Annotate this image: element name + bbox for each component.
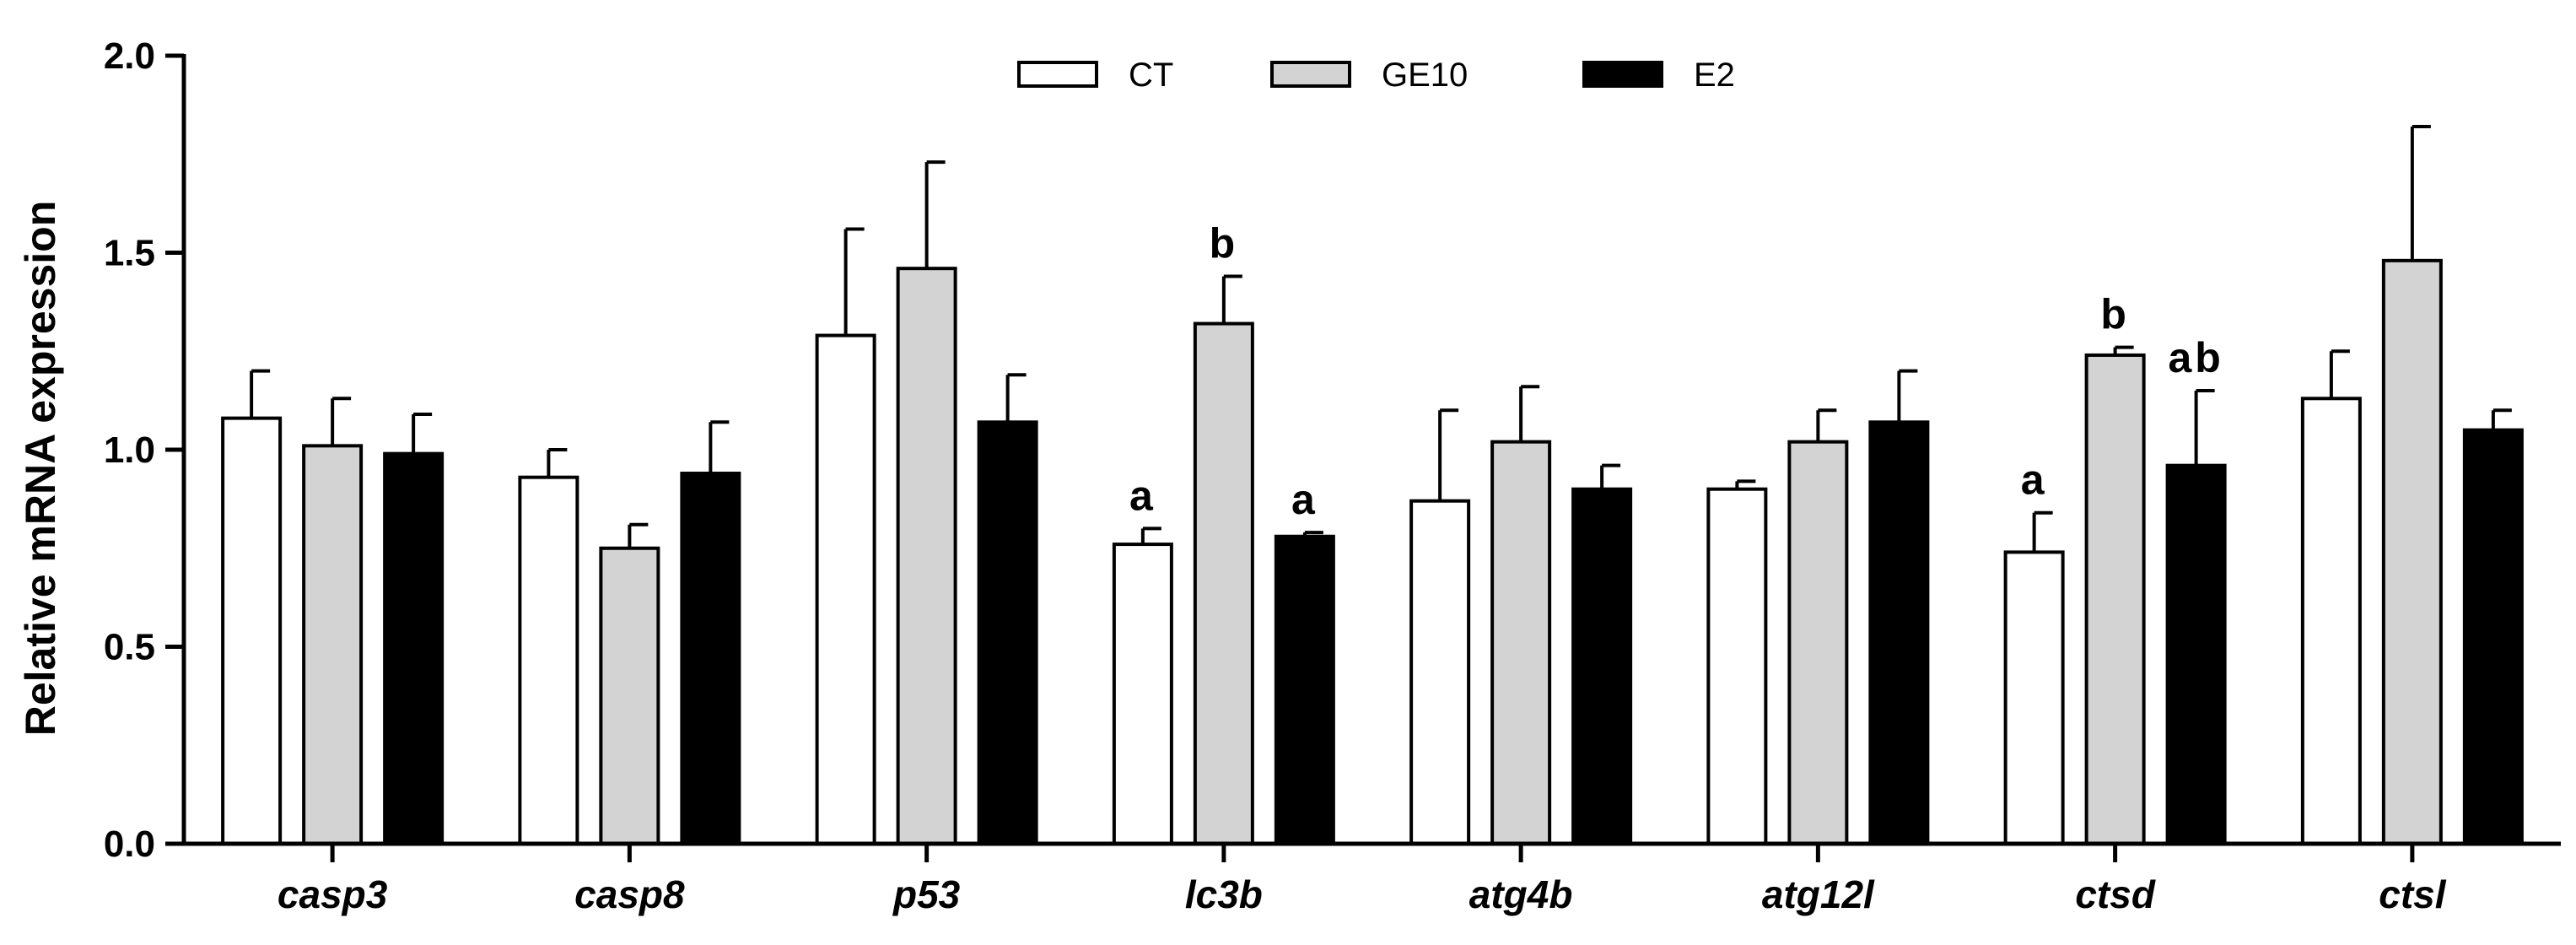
bar-GE10-lc3b: [1193, 321, 1254, 845]
bar-GE10-casp8: [599, 546, 660, 845]
significance-label: a: [2021, 456, 2048, 504]
y-tick-label: 0.0: [104, 824, 155, 865]
category-label-casp8: casp8: [574, 872, 685, 916]
bar-GE10-atg12l: [1787, 440, 1849, 845]
bar-CT-p53: [815, 333, 876, 845]
category-label-p53: p53: [892, 872, 961, 916]
y-tick-label: 1.5: [104, 233, 155, 274]
bar-GE10-casp3: [302, 444, 364, 846]
bar-E2-casp3: [383, 451, 445, 845]
x-axis: casp3 casp8 p53 lc3b atg4b atg12l ctsd ctsl: [182, 841, 2561, 916]
bar-CT-atg12l: [1706, 487, 1768, 845]
bar-CT-casp8: [518, 475, 579, 845]
legend-swatch-E2: [1582, 61, 1663, 88]
bar-GE10-ctsd: [2084, 353, 2146, 846]
category-label-ctsl: ctsl: [2379, 872, 2446, 916]
y-axis: 0.0 0.5 1.0 1.5 2.0: [104, 35, 186, 865]
y-tick-label: 1.0: [104, 429, 155, 471]
bar-GE10-p53: [896, 267, 957, 845]
category-label-lc3b: lc3b: [1185, 872, 1263, 916]
category-label-atg12l: atg12l: [1762, 872, 1875, 916]
bar-E2-p53: [977, 420, 1038, 845]
bar-CT-ctsl: [2300, 397, 2362, 846]
significance-label: a: [1291, 476, 1318, 523]
significance-label: ab: [2168, 334, 2223, 381]
legend-label-GE10: GE10: [1382, 57, 1468, 94]
bar-E2-casp8: [680, 472, 741, 846]
bars: [221, 125, 2524, 846]
category-label-casp3: casp3: [278, 872, 388, 916]
bar-CT-ctsd: [2003, 550, 2065, 845]
category-label-atg4b: atg4b: [1469, 872, 1573, 916]
legend-label-CT: CT: [1129, 57, 1173, 94]
significance-label: b: [2100, 291, 2130, 338]
bar-E2-atg4b: [1571, 487, 1633, 845]
legend-swatch-CT: [1017, 61, 1098, 88]
significance-label: b: [1210, 220, 1239, 267]
y-tick-label: 0.5: [104, 627, 155, 668]
bar-GE10-ctsl: [2381, 258, 2443, 845]
legend-label-E2: E2: [1694, 57, 1735, 94]
bar-E2-lc3b: [1274, 534, 1335, 845]
bar-E2-atg12l: [1868, 420, 1930, 845]
bar-CT-atg4b: [1409, 499, 1471, 846]
bar-CT-lc3b: [1112, 543, 1173, 846]
legend-swatch-GE10: [1270, 61, 1351, 88]
legend: CT GE10 E2: [1017, 57, 1735, 94]
bar-E2-ctsl: [2462, 428, 2524, 845]
category-label-ctsd: ctsd: [2075, 872, 2155, 916]
bar-CT-casp3: [221, 416, 283, 845]
y-axis-title: Relative mRNA expression: [17, 201, 64, 737]
significance-label: a: [1129, 472, 1156, 519]
bar-GE10-atg4b: [1490, 440, 1552, 845]
bar-E2-ctsd: [2165, 463, 2227, 845]
y-tick-label: 2.0: [104, 35, 155, 77]
